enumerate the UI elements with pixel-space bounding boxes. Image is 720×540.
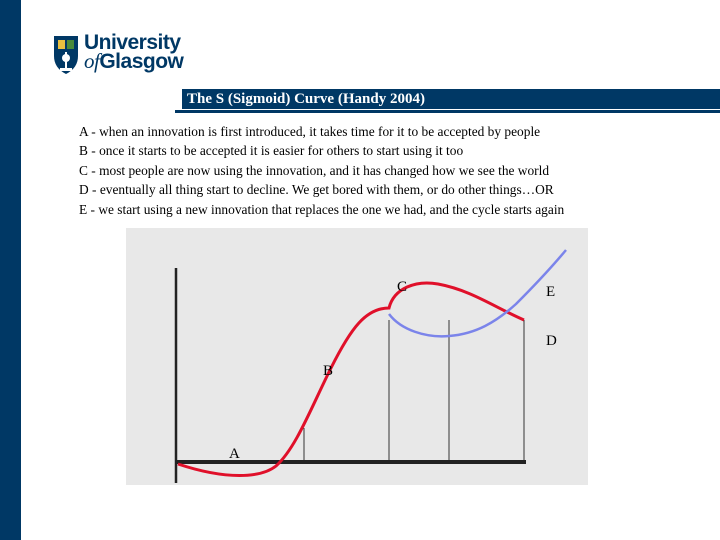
slide-title: The S (Sigmoid) Curve (Handy 2004) <box>187 91 425 107</box>
logo-line1: University <box>84 31 181 54</box>
new-innovation-curve <box>388 249 567 338</box>
logo-line2-prefix: of <box>84 49 100 73</box>
description-list: A - when an innovation is first introduc… <box>79 122 699 219</box>
diagram-background <box>126 228 588 485</box>
main-sigmoid-curve <box>177 281 525 477</box>
university-logo-wordmark: University ofGlasgow <box>84 31 184 73</box>
description-line-d: D - eventually all thing start to declin… <box>79 182 554 198</box>
university-crest-icon <box>54 36 78 74</box>
sigmoid-diagram: A B C D E <box>126 228 588 485</box>
logo-line2: ofGlasgow <box>84 49 184 73</box>
description-line-e: E - we start using a new innovation that… <box>79 201 565 217</box>
label-a: A <box>229 446 240 462</box>
label-c: C <box>397 279 407 295</box>
description-line-a: A - when an innovation is first introduc… <box>79 124 541 139</box>
label-d: D <box>546 333 557 349</box>
label-b: B <box>323 363 333 379</box>
logo-line2-main: Glasgow <box>99 50 184 73</box>
title-underline <box>175 110 720 113</box>
description-line-b: B - once it starts to be accepted it is … <box>79 143 464 159</box>
title-bar <box>182 89 720 109</box>
left-brand-bar <box>0 0 21 540</box>
label-e: E <box>546 284 555 300</box>
description-line-c: C - most people are now using the innova… <box>79 162 550 178</box>
